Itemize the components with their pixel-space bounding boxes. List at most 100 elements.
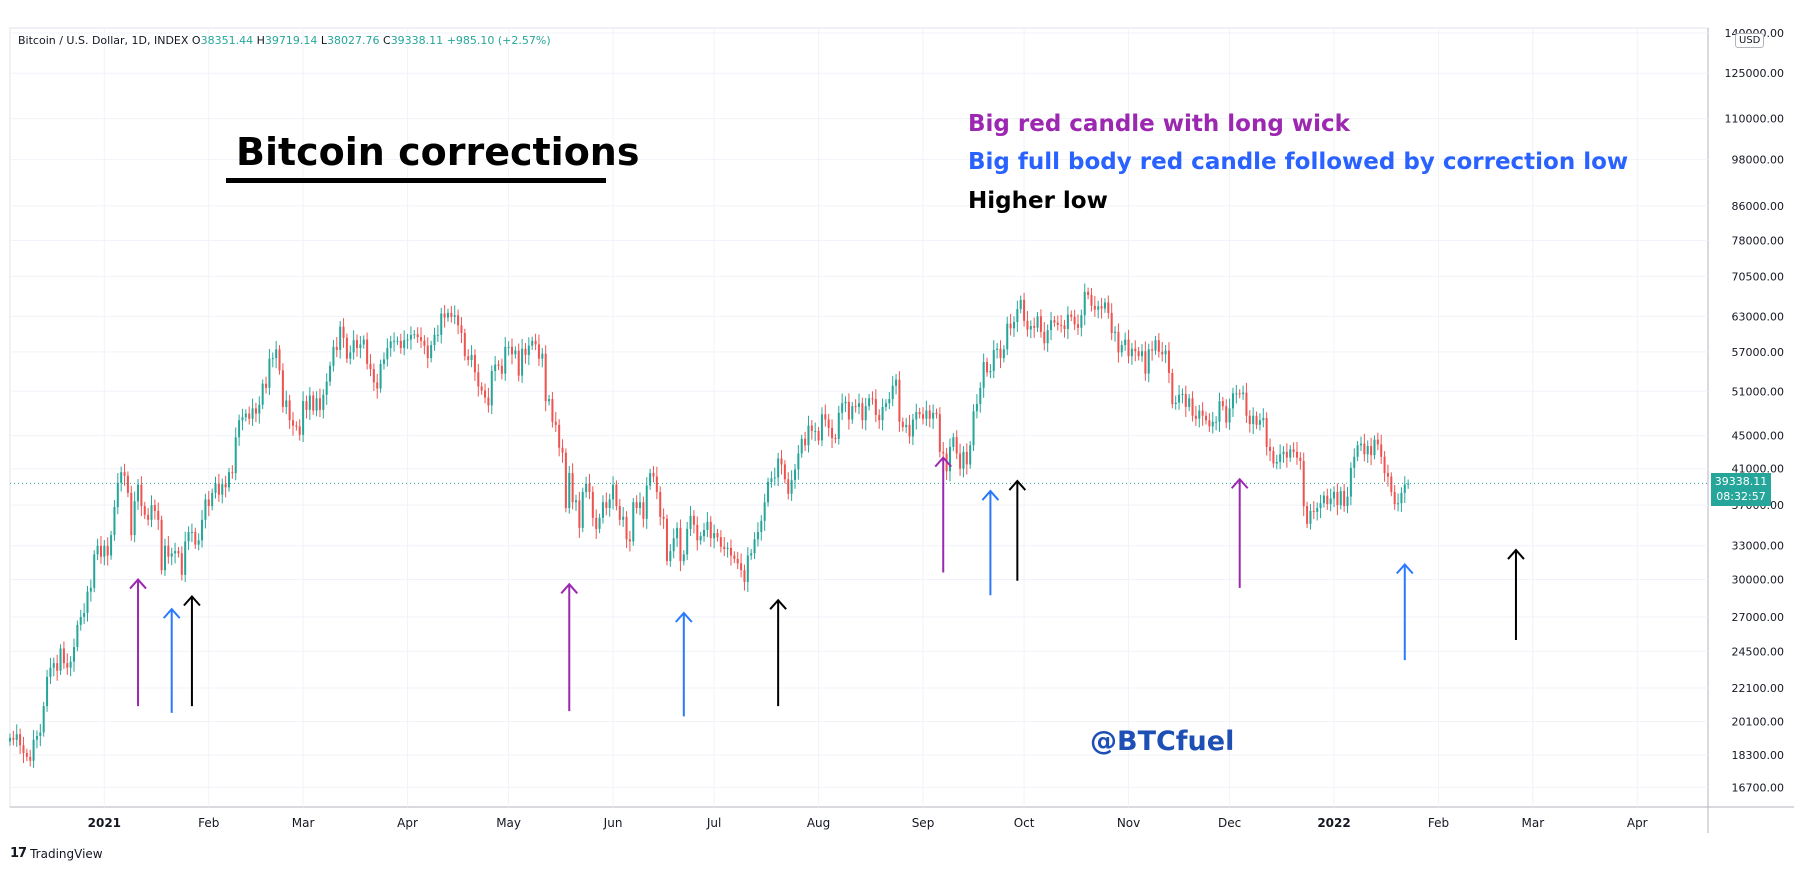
candle-body (1053, 320, 1056, 323)
symbol-name[interactable]: Bitcoin / U.S. Dollar, 1D, INDEX (18, 34, 189, 47)
y-tick-label: 33000.00 (1732, 540, 1785, 553)
candle-body (989, 371, 992, 373)
candle-body (227, 472, 230, 488)
blue-arrow-head (1396, 562, 1414, 575)
candle-body (820, 414, 823, 441)
candle-body (632, 502, 635, 542)
candle-body (194, 532, 197, 545)
candle-body (1289, 449, 1292, 458)
candle-body (585, 483, 588, 492)
candle-body (1322, 495, 1325, 504)
candle-body (581, 491, 584, 528)
candle-body (39, 732, 42, 737)
candle-body (345, 337, 348, 359)
candle-body (1100, 306, 1103, 309)
candle-body (1046, 330, 1049, 344)
candle-body (1060, 324, 1063, 326)
candle-body (76, 624, 79, 648)
candle-body (824, 414, 827, 420)
tradingview-brand[interactable]: 17 TradingView (10, 846, 103, 861)
y-tick-label: 70500.00 (1732, 270, 1785, 283)
candle-body (1329, 498, 1332, 505)
candle-body (1026, 320, 1029, 330)
candle-body (463, 333, 466, 357)
candle-body (1208, 420, 1211, 427)
candle-body (318, 398, 321, 410)
candle-body (938, 414, 941, 452)
candle-body (1194, 415, 1197, 419)
candle-body (42, 706, 45, 733)
candle-body (157, 510, 160, 520)
y-tick-label: 86000.00 (1732, 200, 1785, 213)
candle-body (574, 500, 578, 503)
candle-body (692, 515, 695, 525)
candle-body (888, 399, 891, 404)
candle-body (366, 339, 369, 364)
candle-body (1343, 491, 1346, 507)
candle-body (1107, 302, 1110, 313)
candle-body (153, 505, 156, 511)
candle-body (1114, 331, 1117, 334)
candle-body (743, 570, 746, 582)
candle-body (783, 464, 786, 480)
candle-body (436, 334, 439, 336)
candle-body (554, 421, 557, 425)
candle-body (1366, 446, 1369, 455)
candle-body (1218, 401, 1221, 422)
candle-body (69, 661, 72, 668)
currency-button[interactable]: USD (1735, 33, 1765, 48)
low-label: L (320, 34, 327, 47)
candle-body (126, 475, 129, 493)
candle-body (928, 410, 931, 419)
candle-body (500, 365, 503, 374)
candle-body (982, 361, 985, 388)
candle-body (217, 483, 220, 495)
candle-body (544, 353, 547, 402)
candle-body (517, 350, 520, 376)
candle-body (204, 499, 207, 520)
candle-body (49, 667, 52, 677)
blue-arrow-head (981, 489, 1000, 501)
x-tick-label: Mar (1521, 816, 1544, 830)
candle-body (1033, 326, 1036, 328)
y-tick-label: 18300.00 (1732, 749, 1785, 762)
candle-body (608, 499, 611, 509)
legend-black: Higher low (968, 188, 1108, 214)
price-axis[interactable]: 140000.00125000.00110000.0098000.0086000… (1725, 27, 1785, 794)
candle-body (1019, 299, 1022, 310)
candle-body (1235, 393, 1238, 395)
candle-body (831, 427, 834, 439)
candle-body (426, 345, 429, 359)
candle-body (1238, 393, 1241, 395)
candle-body (628, 539, 631, 542)
candle-body (1012, 321, 1015, 329)
candle-body (1205, 415, 1208, 421)
candle-body (1376, 439, 1379, 445)
candle-body (1312, 510, 1315, 512)
y-tick-label: 24500.00 (1732, 645, 1785, 658)
candle-body (467, 356, 470, 361)
candle-body (962, 451, 965, 469)
candle-body (655, 476, 658, 492)
candle-body (814, 430, 817, 432)
candle-body (531, 340, 534, 346)
candle-body (1403, 484, 1406, 493)
x-tick-label: Feb (198, 816, 219, 830)
candle-body (1117, 331, 1120, 353)
candle-body (325, 381, 328, 395)
x-tick-label: Jun (603, 816, 623, 830)
candle-body (726, 547, 729, 549)
time-axis[interactable]: 2021 Feb Mar Apr May Jun Jul Aug Sep Oct Nov Dec 202… (88, 816, 1648, 830)
candle-body (150, 505, 153, 520)
candle-body (1211, 421, 1214, 427)
candle-body (298, 426, 301, 435)
candle-body (996, 348, 999, 350)
candle-body (625, 516, 628, 540)
candle-body (1400, 492, 1403, 504)
legend-purple: Big red candle with long wick (968, 111, 1350, 137)
candle-body (187, 532, 190, 542)
x-tick-label: Sep (912, 816, 935, 830)
candle-body (969, 445, 972, 465)
y-tick-label: 16700.00 (1732, 781, 1785, 794)
